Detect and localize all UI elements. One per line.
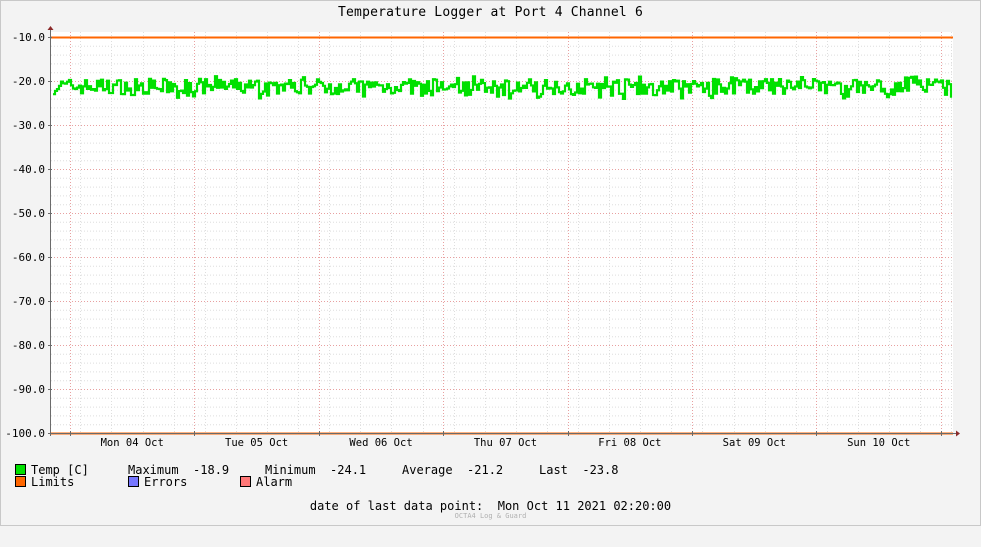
y-tick-labels: -10.0 -20.0 -30.0 -40.0 -50.0 -60.0 -70.0 -80.0… (5, 31, 45, 440)
x-tick-label: Sat 09 Oct (723, 437, 786, 449)
legend-maximum: Maximum -18.9 (128, 463, 229, 477)
watermark: OCTA4 Log & Guard (454, 512, 527, 520)
y-axis-arrow (47, 26, 54, 30)
x-axis-arrow (956, 430, 960, 437)
legend-limits-label: Limits (31, 475, 75, 489)
avg-value: -21.2 (467, 463, 504, 477)
last-label: Last (539, 463, 568, 477)
y-tick-label: -100.0 (5, 427, 45, 440)
alarm-swatch (240, 476, 251, 487)
temp-swatch (15, 464, 26, 475)
plot-area: -10.0 -20.0 -30.0 -40.0 -50.0 -60.0 -70.0 -80.0… (5, 26, 960, 449)
y-tick-label: -10.0 (12, 31, 45, 44)
legend-row-1: Temp [C] Maximum -18.9 Minimum -24.1 Ave… (15, 463, 915, 479)
y-tick-label: -20.0 (12, 75, 45, 88)
legend-temp-label: Temp [C] (31, 463, 89, 477)
y-tick-label: -80.0 (12, 339, 45, 352)
last-value: -23.8 (582, 463, 619, 477)
legend-minimum: Minimum -24.1 (265, 463, 366, 477)
temp-line (53, 75, 953, 100)
last-data-point: date of last data point: Mon Oct 11 2021… (0, 499, 981, 513)
grid-lines (51, 32, 953, 434)
x-tick-label: Tue 05 Oct (225, 437, 288, 449)
legend-average: Average -21.2 (402, 463, 503, 477)
limits-swatch (15, 476, 26, 487)
temp-series (53, 75, 953, 100)
legend-errors-label: Errors (144, 475, 188, 489)
x-tick-label: Thu 07 Oct (474, 437, 537, 449)
axes (47, 26, 960, 437)
footer-label: date of last data point: (309, 499, 484, 513)
y-tick-label: -60.0 (12, 251, 45, 264)
legend-limits: Limits (15, 475, 74, 489)
x-tick-label: Wed 06 Oct (349, 437, 412, 449)
y-tick-label: -30.0 (12, 119, 45, 132)
max-label: Maximum (128, 463, 179, 477)
legend-alarm-label: Alarm (256, 475, 293, 489)
x-tick-label: Mon 04 Oct (101, 437, 164, 449)
chart-title: Temperature Logger at Port 4 Channel 6 (337, 5, 643, 20)
legend-alarm: Alarm (240, 475, 292, 489)
min-label: Minimum (265, 463, 316, 477)
legend-last: Last -23.8 (539, 463, 618, 477)
legend-temp: Temp [C] (15, 463, 89, 477)
y-tick-label: -40.0 (12, 163, 45, 176)
y-tick-label: -70.0 (12, 295, 45, 308)
x-tick-label: Sun 10 Oct (847, 437, 910, 449)
errors-swatch (128, 476, 139, 487)
avg-label: Average (402, 463, 453, 477)
y-tick-label: -90.0 (12, 383, 45, 396)
x-tick-label: Fri 08 Oct (598, 437, 661, 449)
y-tick-label: -50.0 (12, 207, 45, 220)
min-value: -24.1 (330, 463, 367, 477)
legend-errors: Errors (128, 475, 187, 489)
legend-row-2: Limits Errors Alarm (15, 475, 915, 491)
x-tick-labels: Mon 04 Oct Tue 05 Oct Wed 06 Oct Thu 07 Oct… (101, 437, 911, 449)
max-value: -18.9 (193, 463, 230, 477)
footer-value: Mon Oct 11 2021 02:20:00 (497, 499, 672, 513)
